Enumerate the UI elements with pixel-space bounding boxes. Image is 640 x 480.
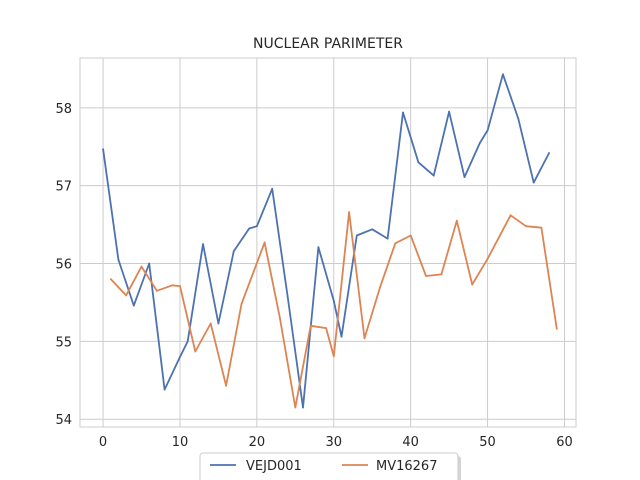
data-point — [179, 356, 181, 358]
data-point — [140, 265, 143, 268]
data-point — [125, 294, 127, 297]
data-point — [540, 226, 543, 229]
x-tick-label: 60 — [556, 435, 573, 450]
data-point — [479, 142, 481, 144]
data-point — [109, 278, 112, 280]
x-tick-label: 20 — [249, 435, 266, 450]
data-point — [317, 246, 320, 249]
x-tick-label: 40 — [402, 435, 419, 450]
series-line-mv16267 — [110, 211, 558, 409]
data-point — [117, 258, 120, 261]
x-tick-label: 50 — [479, 435, 496, 450]
y-tick-label: 58 — [55, 102, 72, 117]
data-point — [171, 284, 174, 287]
data-point — [286, 295, 289, 298]
data-point — [302, 406, 304, 409]
series-line-vejd001 — [102, 73, 550, 409]
data-point — [132, 304, 135, 307]
data-point — [186, 340, 189, 343]
data-point — [440, 273, 443, 276]
data-point — [417, 161, 420, 164]
data-point — [455, 219, 458, 222]
data-point — [156, 289, 158, 292]
data-point — [463, 176, 466, 179]
data-point — [517, 117, 520, 120]
data-point — [202, 243, 204, 246]
data-point — [294, 406, 297, 409]
data-point — [232, 250, 235, 253]
data-point — [163, 388, 166, 391]
data-point — [279, 317, 281, 319]
data-point — [332, 355, 335, 358]
legend-label: VEJD001 — [246, 459, 302, 474]
data-point — [486, 257, 489, 260]
data-point — [486, 129, 489, 132]
data-point — [348, 211, 350, 214]
data-point — [394, 242, 397, 245]
y-tick-label: 54 — [55, 413, 72, 428]
data-point — [509, 214, 512, 217]
data-point — [240, 303, 243, 305]
data-point — [263, 241, 266, 244]
y-tick-label: 57 — [55, 180, 72, 195]
legend: VEJD001 MV16267 — [199, 452, 461, 480]
data-point — [532, 181, 535, 184]
data-point — [371, 228, 374, 231]
y-tick-label: 55 — [55, 335, 72, 350]
data-point — [402, 111, 404, 114]
data-point — [425, 275, 427, 277]
data-point — [332, 300, 335, 302]
data-point — [363, 337, 366, 340]
series-layer — [102, 73, 558, 409]
legend-label: MV16267 — [376, 459, 437, 474]
data-point — [432, 174, 435, 177]
data-point — [471, 283, 474, 286]
data-point — [217, 322, 220, 325]
data-point — [248, 227, 251, 230]
data-point — [102, 148, 104, 151]
data-point — [502, 73, 504, 76]
y-tick-label: 56 — [55, 258, 72, 273]
data-point — [409, 234, 412, 237]
chart-title: NUCLEAR PARIMETER — [253, 36, 403, 52]
data-point — [555, 328, 558, 330]
data-point — [256, 225, 258, 228]
data-point — [209, 322, 212, 325]
plot-frame — [79, 57, 577, 428]
data-point — [386, 237, 389, 240]
data-point — [325, 327, 327, 329]
data-point — [548, 152, 550, 154]
data-point — [379, 286, 381, 289]
data-point — [340, 335, 343, 338]
data-point — [194, 350, 197, 353]
x-tick-label: 30 — [325, 435, 342, 450]
x-tick-label: 0 — [99, 435, 107, 450]
legend-box — [199, 452, 459, 480]
data-point — [448, 110, 450, 113]
data-point — [148, 262, 151, 265]
tick-labels: 0 10 20 30 40 50 60 54 55 56 57 58 — [55, 102, 572, 450]
data-point — [271, 187, 274, 190]
data-point — [355, 234, 358, 237]
data-point — [309, 324, 312, 327]
data-point — [225, 384, 228, 387]
data-point — [179, 285, 181, 287]
x-tick-label: 10 — [172, 435, 189, 450]
grid-layer — [80, 58, 576, 427]
data-point — [525, 225, 527, 228]
